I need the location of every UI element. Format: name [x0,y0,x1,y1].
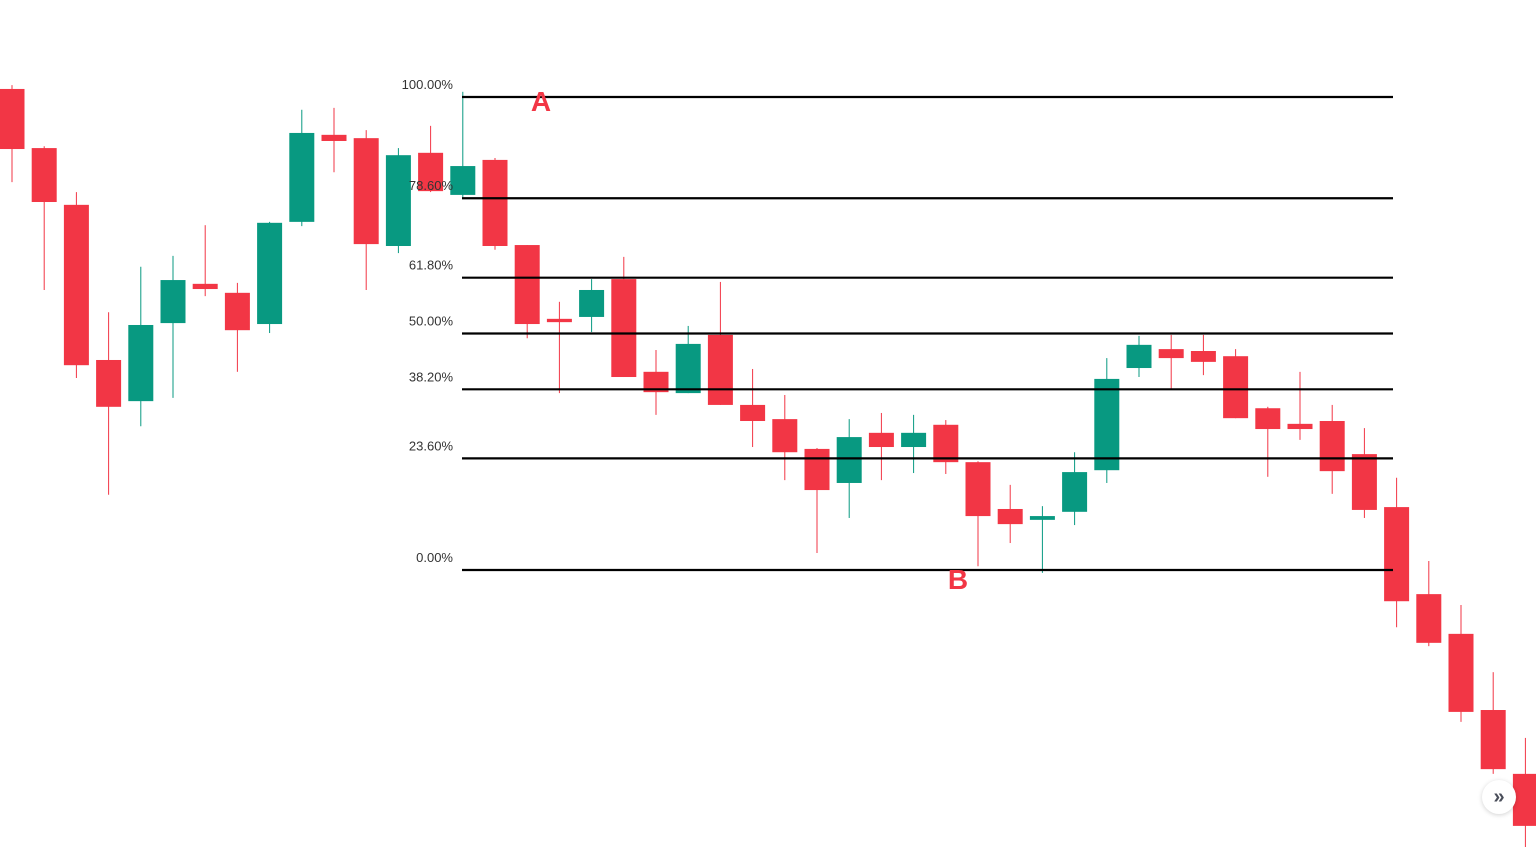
candle-body-down [1416,594,1442,643]
fib-level-label: 0.00% [416,550,453,565]
fib-level-label: 23.60% [409,438,454,453]
candle-body-down [933,424,959,463]
candle-body-down [1384,507,1410,602]
candle-body-up [385,155,411,246]
candle-body-up [257,222,283,325]
candle-body-down [514,245,540,325]
candle-body-down [1223,356,1249,419]
candle-body-down [1158,349,1184,359]
candle-body-down [1512,773,1536,826]
fib-level-label: 78.60% [409,178,454,193]
candle-body-up [289,132,315,222]
candle-body-down [224,292,250,331]
candle-body-down [192,283,218,290]
candle-body-down [965,462,991,517]
candle-body-down [707,334,733,405]
fib-point-label-b: B [948,564,968,595]
candle-body-down [31,148,57,203]
candle-body-down [643,371,669,393]
candle-body-up [901,432,927,448]
candle-body-down [772,419,798,453]
candle-body-up [675,343,701,394]
candle-body-down [1319,421,1345,472]
candle-body-down [0,88,25,150]
candle-body-down [1351,454,1377,510]
fib-level-label: 61.80% [409,258,454,273]
fib-level-label: 38.20% [409,369,454,384]
candle-body-up [1062,472,1088,512]
double-chevron-right-icon: » [1493,785,1505,808]
candle-body-down [63,204,89,366]
candle-body-down [1448,633,1474,712]
candle-body-down [997,508,1023,525]
candle-body-down [353,138,379,245]
scroll-to-realtime-button[interactable]: » [1482,780,1516,814]
candle-body-down [321,134,347,141]
fib-point-label-a: A [531,86,551,117]
candle-body-down [1287,423,1313,430]
candle-body-down [418,152,444,192]
candle-body-up [1029,516,1055,520]
candle-body-down [546,318,572,323]
candle-body-down [868,432,894,448]
fib-level-label: 50.00% [409,314,454,329]
candle-body-down [482,159,508,246]
candle-body-down [1255,408,1281,430]
candle-body-up [1126,344,1152,369]
candle-body-up [128,324,154,402]
candle-body-down [96,359,122,407]
candle-body-up [579,289,605,317]
candle-body-down [804,448,830,491]
fib-level-label: 100.00% [402,77,454,92]
candle-body-down [740,404,766,422]
candle-body-up [1094,378,1120,471]
candle-body-up [160,280,186,324]
candle-body-down [611,279,637,378]
candle-body-down [1190,351,1216,362]
candle-body-up [450,166,476,195]
candle-body-up [836,437,862,483]
candle-body-down [1480,710,1506,770]
